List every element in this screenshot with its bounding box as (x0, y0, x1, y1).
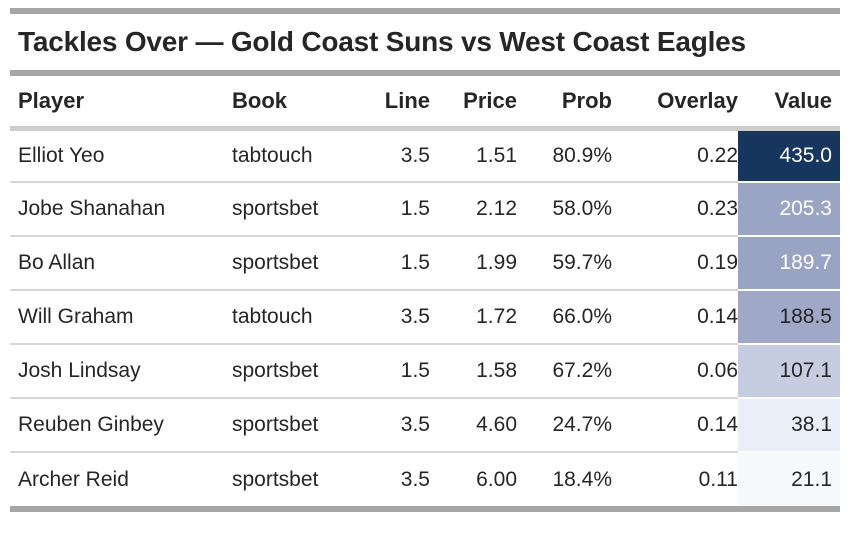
book-cell: sportsbet (224, 235, 370, 290)
header-row: Player Book Line Price Prob Overlay Valu… (10, 76, 840, 131)
book-cell: tabtouch (224, 289, 370, 344)
col-header-line: Line (370, 76, 430, 131)
table-row: Will Graham tabtouch 3.5 1.72 66.0% 0.14… (10, 289, 840, 344)
title-divider (10, 70, 840, 76)
overlay-cell: 0.14 (612, 289, 738, 344)
player-cell: Jobe Shanahan (10, 181, 224, 236)
price-cell: 2.12 (430, 181, 517, 236)
props-table: Player Book Line Price Prob Overlay Valu… (10, 76, 840, 506)
book-cell: sportsbet (224, 181, 370, 236)
bottom-divider (10, 506, 840, 512)
overlay-cell: 0.14 (612, 397, 738, 452)
player-cell: Will Graham (10, 289, 224, 344)
table-row: Archer Reid sportsbet 3.5 6.00 18.4% 0.1… (10, 451, 840, 506)
value-cell: 107.1 (738, 343, 840, 398)
price-cell: 4.60 (430, 397, 517, 452)
col-header-price: Price (430, 76, 517, 131)
value-cell: 205.3 (738, 181, 840, 236)
line-cell: 3.5 (370, 289, 430, 344)
prob-cell: 58.0% (517, 181, 612, 236)
prob-cell: 66.0% (517, 289, 612, 344)
price-cell: 6.00 (430, 451, 517, 506)
book-cell: tabtouch (224, 127, 370, 182)
overlay-cell: 0.11 (612, 451, 738, 506)
prob-cell: 24.7% (517, 397, 612, 452)
col-header-book: Book (224, 76, 370, 131)
table-row: Jobe Shanahan sportsbet 1.5 2.12 58.0% 0… (10, 181, 840, 236)
value-cell: 189.7 (738, 235, 840, 290)
line-cell: 1.5 (370, 343, 430, 398)
player-cell: Archer Reid (10, 451, 224, 506)
col-header-prob: Prob (517, 76, 612, 131)
line-cell: 3.5 (370, 397, 430, 452)
prob-cell: 67.2% (517, 343, 612, 398)
price-cell: 1.51 (430, 127, 517, 182)
player-cell: Reuben Ginbey (10, 397, 224, 452)
col-header-value: Value (738, 76, 840, 131)
line-cell: 1.5 (370, 181, 430, 236)
table-row: Josh Lindsay sportsbet 1.5 1.58 67.2% 0.… (10, 343, 840, 398)
value-cell: 38.1 (738, 397, 840, 452)
prob-cell: 18.4% (517, 451, 612, 506)
table-row: Bo Allan sportsbet 1.5 1.99 59.7% 0.19 1… (10, 235, 840, 290)
value-cell: 21.1 (738, 451, 840, 506)
price-cell: 1.72 (430, 289, 517, 344)
top-divider (10, 8, 840, 14)
line-cell: 3.5 (370, 127, 430, 182)
book-cell: sportsbet (224, 343, 370, 398)
table-row: Reuben Ginbey sportsbet 3.5 4.60 24.7% 0… (10, 397, 840, 452)
line-cell: 1.5 (370, 235, 430, 290)
line-cell: 3.5 (370, 451, 430, 506)
col-header-overlay: Overlay (612, 76, 738, 131)
overlay-cell: 0.22 (612, 127, 738, 182)
betting-props-report: Tackles Over — Gold Coast Suns vs West C… (10, 8, 840, 512)
page-title: Tackles Over — Gold Coast Suns vs West C… (18, 26, 746, 57)
col-header-player: Player (10, 76, 224, 131)
value-cell: 188.5 (738, 289, 840, 344)
player-cell: Elliot Yeo (10, 127, 224, 182)
player-cell: Bo Allan (10, 235, 224, 290)
value-cell: 435.0 (738, 127, 840, 182)
overlay-cell: 0.19 (612, 235, 738, 290)
book-cell: sportsbet (224, 451, 370, 506)
prob-cell: 59.7% (517, 235, 612, 290)
prob-cell: 80.9% (517, 127, 612, 182)
price-cell: 1.99 (430, 235, 517, 290)
book-cell: sportsbet (224, 397, 370, 452)
price-cell: 1.58 (430, 343, 517, 398)
overlay-cell: 0.06 (612, 343, 738, 398)
table-row: Elliot Yeo tabtouch 3.5 1.51 80.9% 0.22 … (10, 127, 840, 182)
overlay-cell: 0.23 (612, 181, 738, 236)
player-cell: Josh Lindsay (10, 343, 224, 398)
